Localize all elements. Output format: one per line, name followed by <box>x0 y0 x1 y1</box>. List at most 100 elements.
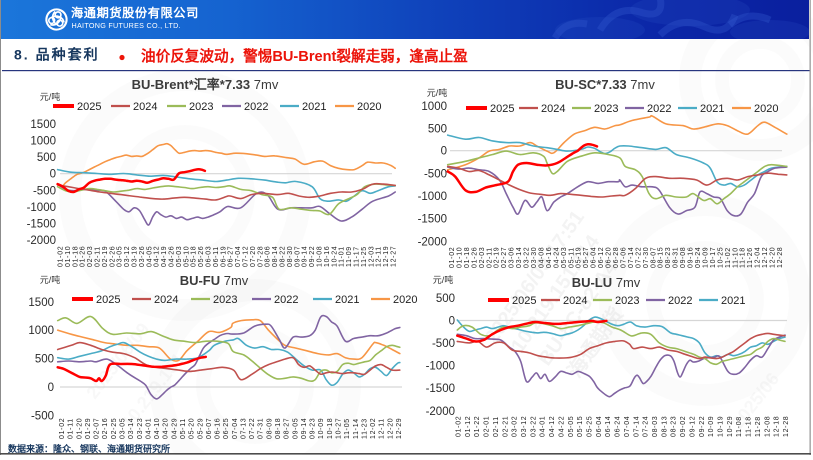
svg-text:07-20: 07-20 <box>250 246 257 267</box>
svg-text:05-25: 05-25 <box>587 416 594 437</box>
svg-text:06-20: 06-20 <box>606 247 613 268</box>
svg-text:12-11: 12-11 <box>379 418 386 439</box>
svg-text:2023: 2023 <box>594 103 618 115</box>
svg-text:04-16: 04-16 <box>546 247 553 268</box>
svg-text:07-14: 07-14 <box>628 247 635 268</box>
svg-text:1500: 1500 <box>28 297 54 309</box>
svg-text:01-18: 01-18 <box>464 247 471 268</box>
svg-text:03-05: 03-05 <box>120 418 127 439</box>
svg-text:06-04: 06-04 <box>591 247 598 268</box>
svg-text:08-07: 08-07 <box>650 247 657 268</box>
svg-text:500: 500 <box>436 293 455 305</box>
svg-text:01-02: 01-02 <box>59 418 66 439</box>
svg-text:10-29: 10-29 <box>727 416 734 437</box>
svg-text:02-11: 02-11 <box>486 247 493 268</box>
svg-text:2024: 2024 <box>154 294 178 306</box>
svg-text:2025: 2025 <box>96 294 120 306</box>
svg-text:04-05: 04-05 <box>146 246 153 267</box>
svg-text:2021: 2021 <box>721 295 745 307</box>
svg-text:2022: 2022 <box>668 295 692 307</box>
svg-text:-1000: -1000 <box>426 361 455 373</box>
svg-text:04-10: 04-10 <box>154 418 161 439</box>
svg-text:500: 500 <box>35 354 54 366</box>
svg-text:09-24: 09-24 <box>695 247 702 268</box>
svg-text:数据来源：隆众、钢联、海通期货研究所: 数据来源：隆众、钢联、海通期货研究所 <box>8 443 170 454</box>
svg-text:06-27: 06-27 <box>228 246 235 267</box>
svg-text:12-18: 12-18 <box>774 416 781 437</box>
svg-text:BU-SC*7.33 7mv: BU-SC*7.33 7mv <box>555 77 655 92</box>
svg-text:11-28: 11-28 <box>755 416 762 437</box>
svg-text:04-01: 04-01 <box>540 416 547 437</box>
svg-text:-500: -500 <box>424 168 447 180</box>
svg-text:04-19: 04-19 <box>161 246 168 267</box>
svg-text:8. 品种套利: 8. 品种套利 <box>14 47 100 63</box>
svg-text:2024: 2024 <box>541 103 565 115</box>
svg-text:03-12: 03-12 <box>124 246 131 267</box>
svg-text:-500: -500 <box>432 338 455 350</box>
svg-text:08-31: 08-31 <box>673 247 680 268</box>
svg-text:10-09: 10-09 <box>703 247 710 268</box>
svg-text:2025: 2025 <box>512 295 536 307</box>
svg-text:2025: 2025 <box>490 103 514 115</box>
svg-text:0: 0 <box>50 169 56 181</box>
svg-text:09-02: 09-02 <box>680 416 687 437</box>
svg-text:2020: 2020 <box>357 101 381 113</box>
svg-text:07-30: 07-30 <box>643 247 650 268</box>
svg-text:01-29: 01-29 <box>85 418 92 439</box>
svg-text:-2000: -2000 <box>27 235 56 247</box>
svg-text:05-05: 05-05 <box>568 416 575 437</box>
svg-text:09-16: 09-16 <box>688 247 695 268</box>
svg-text:1000: 1000 <box>30 136 56 148</box>
svg-text:08-22: 08-22 <box>280 246 287 267</box>
svg-text:11-26: 11-26 <box>747 247 754 268</box>
svg-text:04-12: 04-12 <box>549 416 556 437</box>
svg-text:12-28: 12-28 <box>783 416 790 437</box>
svg-text:06-03: 06-03 <box>206 246 213 267</box>
svg-text:2025: 2025 <box>77 101 101 113</box>
svg-text:01-26: 01-26 <box>80 246 87 267</box>
svg-text:07-31: 07-31 <box>258 418 265 439</box>
svg-text:2020: 2020 <box>393 294 417 306</box>
svg-text:03-22: 03-22 <box>530 416 537 437</box>
svg-text:元/吨: 元/吨 <box>40 274 61 285</box>
svg-text:12-19: 12-19 <box>383 246 390 267</box>
svg-text:03-02: 03-02 <box>512 416 519 437</box>
svg-text:04-12: 04-12 <box>154 246 161 267</box>
svg-text:04-26: 04-26 <box>169 246 176 267</box>
svg-text:07-22: 07-22 <box>249 418 256 439</box>
svg-text:10-09: 10-09 <box>708 416 715 437</box>
svg-text:05-03: 05-03 <box>561 247 568 268</box>
svg-text:2024: 2024 <box>133 101 157 113</box>
svg-text:01-11: 01-11 <box>68 418 75 439</box>
svg-text:05-18: 05-18 <box>191 246 198 267</box>
svg-text:06-16: 06-16 <box>215 418 222 439</box>
svg-text:10-27: 10-27 <box>336 418 343 439</box>
svg-text:12-27: 12-27 <box>391 246 398 267</box>
svg-text:03-23: 03-23 <box>137 418 144 439</box>
svg-text:05-29: 05-29 <box>197 418 204 439</box>
svg-text:11-14: 11-14 <box>353 418 360 439</box>
svg-text:02-16: 02-16 <box>102 418 109 439</box>
svg-text:05-19: 05-19 <box>576 247 583 268</box>
svg-text:12-04: 12-04 <box>755 247 762 268</box>
svg-text:2022: 2022 <box>647 103 671 115</box>
svg-text:09-22: 09-22 <box>699 416 706 437</box>
svg-text:11-25: 11-25 <box>361 246 368 267</box>
svg-text:05-15: 05-15 <box>577 416 584 437</box>
svg-text:07-22: 07-22 <box>635 247 642 268</box>
svg-text:09-23: 09-23 <box>310 418 317 439</box>
svg-text:-1000: -1000 <box>27 202 56 214</box>
svg-text:0: 0 <box>449 316 455 328</box>
svg-text:1000: 1000 <box>28 325 54 337</box>
svg-text:08-27: 08-27 <box>284 418 291 439</box>
svg-text:01-02: 01-02 <box>449 247 456 268</box>
svg-text:0: 0 <box>48 382 54 394</box>
svg-text:04-01: 04-01 <box>145 418 152 439</box>
svg-text:12-29: 12-29 <box>396 418 403 439</box>
svg-text:11-10: 11-10 <box>732 247 739 268</box>
svg-text:09-14: 09-14 <box>301 418 308 439</box>
svg-text:02-27: 02-27 <box>501 247 508 268</box>
svg-text:2021: 2021 <box>302 101 326 113</box>
svg-text:09-08: 09-08 <box>680 247 687 268</box>
svg-text:06-07: 06-07 <box>206 418 213 439</box>
